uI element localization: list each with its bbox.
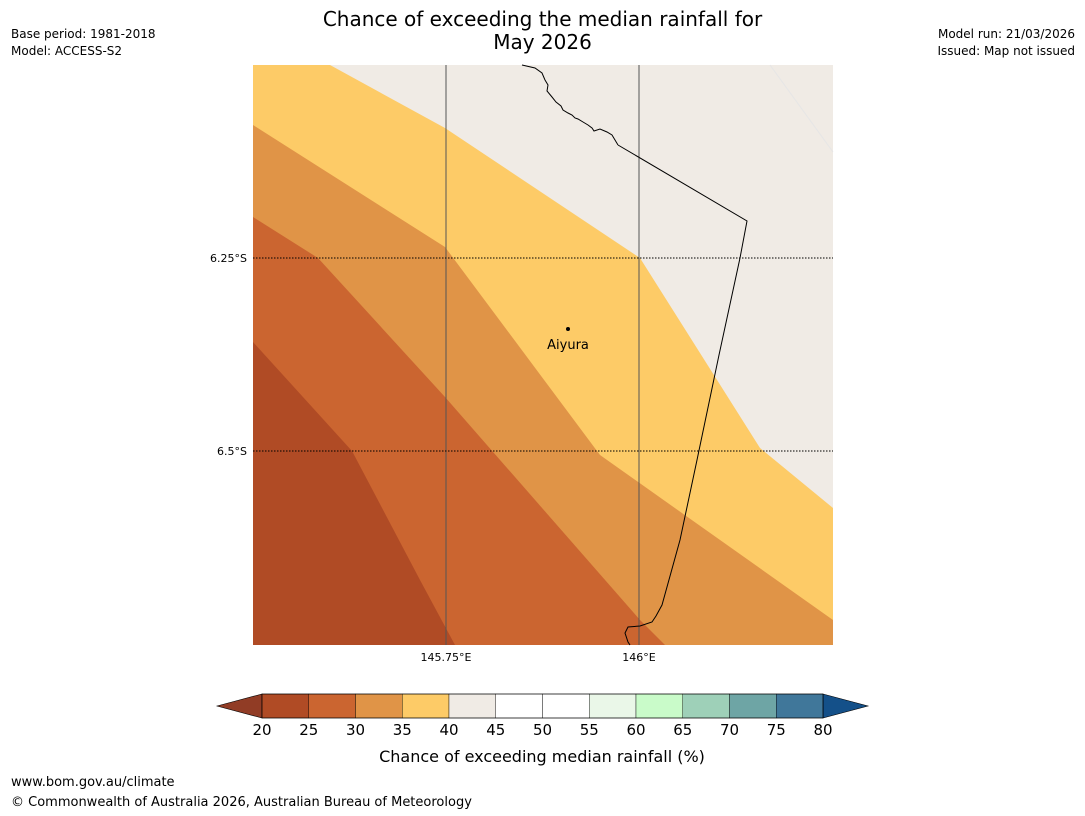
colorbar-low-extend: [215, 693, 263, 719]
footer-copyright: © Commonwealth of Australia 2026, Austra…: [11, 795, 472, 810]
map-title: Chance of exceeding the median rainfall …: [0, 8, 1085, 54]
issued-text: Issued: Map not issued: [937, 44, 1075, 58]
colorbar-segment: [355, 693, 403, 719]
colorbar-tick-label: 80: [813, 721, 832, 739]
colorbar-segment: [729, 693, 777, 719]
colorbar-tick-label: 55: [580, 721, 599, 739]
footer-url[interactable]: www.bom.gov.au/climate: [11, 775, 175, 790]
lat-label-6-25: 6.25°S: [210, 252, 247, 265]
colorbar-tick-label: 35: [393, 721, 412, 739]
colorbar-segment: [682, 693, 730, 719]
colorbar-tick-label: 70: [720, 721, 739, 739]
colorbar-tick-label: 25: [299, 721, 318, 739]
aiyura-label: Aiyura: [547, 338, 589, 353]
colorbar-tick-label: 75: [767, 721, 786, 739]
band-20-25: [253, 342, 455, 645]
colorbar-tick-label: 30: [346, 721, 365, 739]
title-line-1: Chance of exceeding the median rainfall …: [322, 7, 763, 31]
base-period-text: Base period: 1981-2018: [11, 27, 156, 41]
lon-label-145-75: 145.75°E: [421, 651, 472, 664]
colorbar-tick-label: 20: [252, 721, 271, 739]
colorbar-tick-label: 60: [626, 721, 645, 739]
colorbar: 20 25 30 35 40 45 50 55 60 65 70 75 80: [215, 693, 870, 739]
colorbar-outline: [261, 693, 824, 719]
colorbar-tick-label: 45: [486, 721, 505, 739]
colorbar-high-extend: [822, 693, 870, 719]
coastline: [521, 64, 619, 146]
aiyura-marker: [566, 327, 570, 331]
colorbar-tick-label: 40: [439, 721, 458, 739]
colorbar-segment: [635, 693, 683, 719]
colorbar-segment: [308, 693, 356, 719]
model-run-text: Model run: 21/03/2026: [937, 27, 1075, 41]
diagonal-faint-line: [769, 64, 834, 153]
meta-right: Model run: 21/03/2026 Issued: Map not is…: [937, 26, 1075, 60]
colorbar-segment: [776, 693, 824, 719]
province-boundary: [617, 144, 748, 646]
rainfall-map-area: [253, 65, 833, 645]
lon-label-146: 146°E: [622, 651, 655, 664]
model-text: Model: ACCESS-S2: [11, 44, 123, 58]
colorbar-label: Chance of exceeding median rainfall (%): [379, 747, 705, 766]
lat-label-6-5: 6.5°S: [217, 445, 247, 458]
title-line-2: May 2026: [493, 30, 592, 54]
colorbar-segment: [402, 693, 450, 719]
colorbar-segment: [542, 693, 590, 719]
colorbar-tick-label: 65: [673, 721, 692, 739]
colorbar-segment: [495, 693, 543, 719]
colorbar-tick-label: 50: [533, 721, 552, 739]
colorbar-segment: [589, 693, 637, 719]
meta-left: Base period: 1981-2018 Model: ACCESS-S2: [11, 26, 156, 60]
colorbar-segment: [261, 693, 309, 719]
colorbar-segment: [448, 693, 496, 719]
